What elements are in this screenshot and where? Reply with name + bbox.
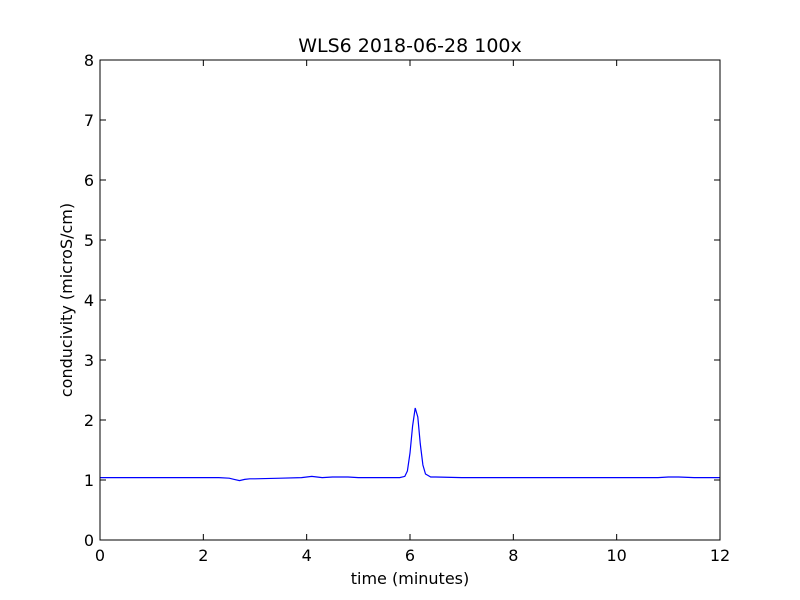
y-tick-label: 7 bbox=[84, 111, 94, 130]
x-tick-label: 2 bbox=[198, 546, 208, 565]
plot-area bbox=[100, 407, 720, 482]
y-tick-label: 1 bbox=[84, 471, 94, 490]
y-tick-label: 3 bbox=[84, 351, 94, 370]
x-axis-label: time (minutes) bbox=[351, 569, 469, 588]
x-tick-label: 12 bbox=[710, 546, 730, 565]
chart-title: WLS6 2018-06-28 100x bbox=[298, 35, 522, 57]
y-axis-label: conducivity (microS/cm) bbox=[57, 203, 76, 397]
y-tick-label: 8 bbox=[84, 51, 94, 70]
y-tick-label: 2 bbox=[84, 411, 94, 430]
y-tick-label: 4 bbox=[84, 291, 94, 310]
series-line bbox=[100, 407, 720, 482]
x-tick-label: 6 bbox=[405, 546, 415, 565]
y-tick-label: 0 bbox=[84, 531, 94, 550]
y-tick-label: 5 bbox=[84, 231, 94, 250]
x-tick-label: 4 bbox=[302, 546, 312, 565]
x-tick-label: 10 bbox=[606, 546, 626, 565]
plot-frame bbox=[99, 59, 721, 541]
x-tick-label: 0 bbox=[95, 546, 105, 565]
x-tick-label: 8 bbox=[508, 546, 518, 565]
y-tick-label: 6 bbox=[84, 171, 94, 190]
